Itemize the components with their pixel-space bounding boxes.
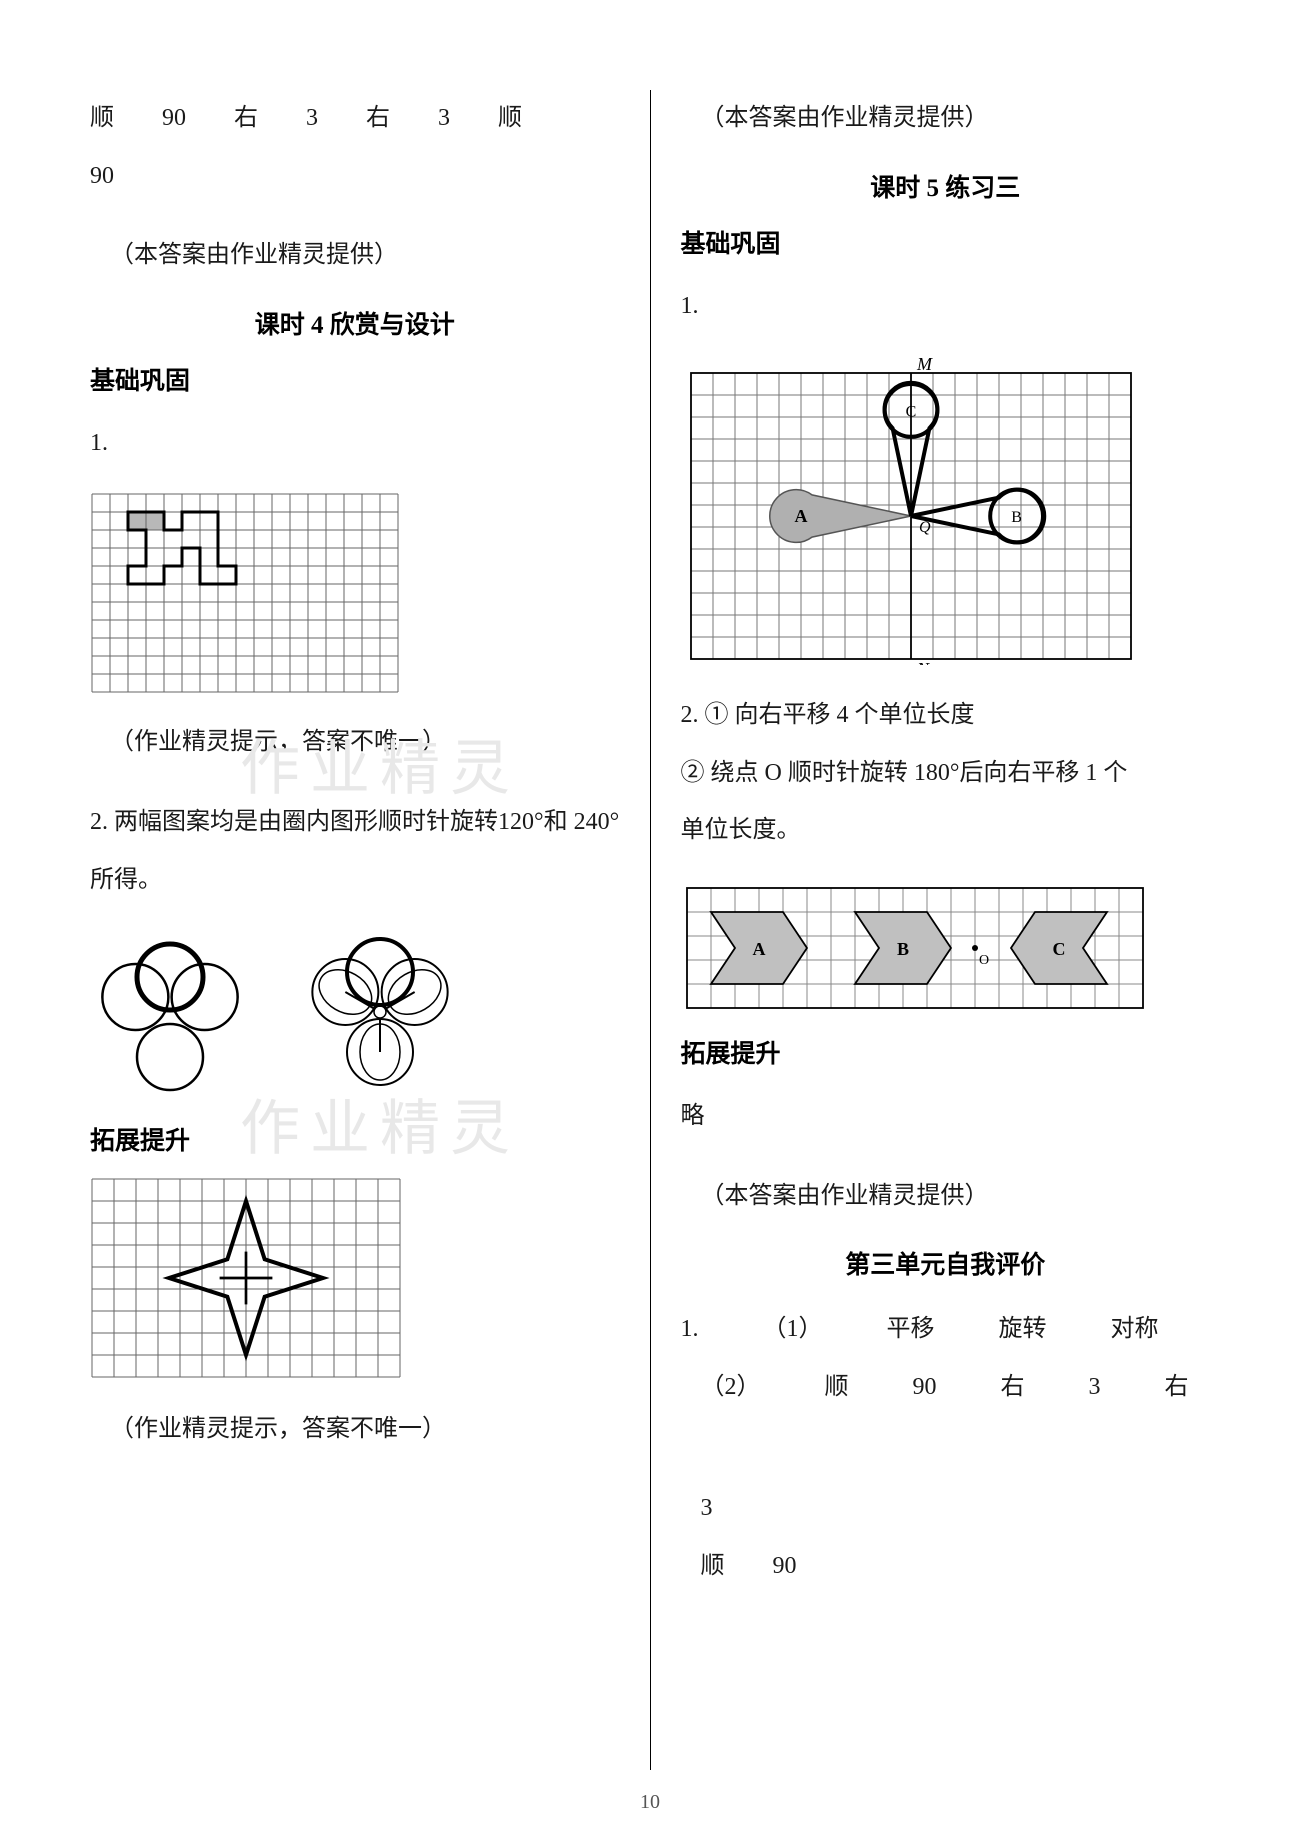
ans-item: 3: [306, 90, 318, 148]
rotation-figure: M N A B C Q: [681, 355, 1211, 665]
lesson-5-title: 课时 5 练习三: [681, 168, 1211, 204]
svg-text:C: C: [905, 404, 916, 421]
ext-text: 略: [681, 1088, 1211, 1146]
q2-line3: 单位长度。: [681, 802, 1211, 860]
ans-item: 顺: [825, 1359, 849, 1417]
grid-figure-2: [90, 1177, 620, 1379]
lesson-4-title: 课时 4 欣赏与设计: [90, 305, 620, 341]
source-note: （本答案由作业精灵提供）: [90, 227, 620, 285]
svg-text:A: A: [794, 506, 807, 526]
ans-item: 右: [1165, 1359, 1189, 1417]
ans-item: 1.: [681, 1301, 699, 1359]
extension-heading: 拓展提升: [90, 1121, 620, 1157]
ans-item: 3: [438, 90, 450, 148]
q1-hint: （作业精灵提示，答案不唯一）: [90, 714, 620, 772]
svg-text:C: C: [1052, 939, 1065, 959]
svg-text:B: B: [896, 939, 908, 959]
source-note: （本答案由作业精灵提供）: [681, 90, 1211, 148]
unit-3-title: 第三单元自我评价: [681, 1245, 1211, 1281]
ans-item: 顺: [90, 90, 114, 148]
answer-row: 顺 90: [681, 1538, 1211, 1596]
ans-item: （2）: [701, 1359, 761, 1417]
ans-item: 右: [1001, 1359, 1025, 1417]
q2-line2: ② 绕点 O 顺时针旋转 180°后向右平移 1 个: [681, 745, 1211, 803]
ans-item: 右: [234, 90, 258, 148]
basic-heading: 基础巩固: [90, 361, 620, 397]
left-column: 顺 90 右 3 右 3 顺 90 （本答案由作业精灵提供） 课时 4 欣赏与设…: [70, 90, 651, 1770]
ans-item: 对称: [1111, 1301, 1159, 1359]
ans-item: 90: [913, 1359, 937, 1417]
ans-item: 顺: [701, 1538, 725, 1596]
ans-item: 90: [773, 1538, 797, 1596]
ans-item: 90: [162, 90, 186, 148]
q1-label: 1.: [90, 415, 620, 473]
ans-item: （1）: [763, 1301, 823, 1359]
svg-text:M: M: [916, 355, 933, 374]
ans-item: 右: [366, 90, 390, 148]
two-column-layout: 顺 90 右 3 右 3 顺 90 （本答案由作业精灵提供） 课时 4 欣赏与设…: [70, 90, 1230, 1770]
answer-row: 90: [90, 148, 620, 206]
svg-text:B: B: [1011, 509, 1022, 526]
q1-label: 1.: [681, 278, 1211, 336]
basic-heading: 基础巩固: [681, 224, 1211, 260]
page-number: 10: [640, 1791, 660, 1814]
ext-note: （本答案由作业精灵提供）: [681, 1168, 1211, 1226]
ext-hint: （作业精灵提示，答案不唯一）: [90, 1401, 620, 1459]
svg-text:N: N: [916, 659, 930, 665]
answer-row: （2） 顺 90 右 3 右 3: [681, 1359, 1211, 1538]
ans-item: 旋转: [999, 1301, 1047, 1359]
answer-row: 顺 90 右 3 右 3 顺: [90, 90, 620, 148]
right-column: （本答案由作业精灵提供） 课时 5 练习三 基础巩固 1. M N A B C Q 2. …: [651, 90, 1231, 1770]
q2-line1: 2. ① 向右平移 4 个单位长度: [681, 687, 1211, 745]
ans-item: 3: [1089, 1359, 1101, 1417]
ans-item: 平移: [887, 1301, 935, 1359]
hexagon-figure: ABCO: [681, 882, 1211, 1012]
grid-figure-1: [90, 492, 620, 694]
q2-text: 2. 两幅图案均是由圈内图形顺时针旋转120°和 240°所得。: [90, 794, 620, 909]
svg-text:O: O: [979, 953, 989, 968]
flower-figures: [90, 927, 620, 1097]
answer-row: 1. （1） 平移 旋转 对称: [681, 1301, 1211, 1359]
extension-heading: 拓展提升: [681, 1034, 1211, 1070]
ans-item: 顺: [498, 90, 522, 148]
svg-text:Q: Q: [919, 519, 931, 536]
ans-item: 3: [701, 1480, 713, 1538]
svg-text:A: A: [752, 939, 765, 959]
